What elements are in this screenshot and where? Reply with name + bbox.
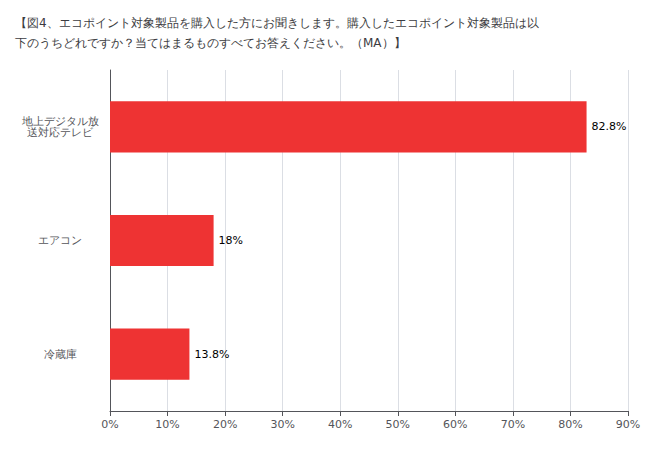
svg-text:30%: 30% [270, 418, 294, 431]
svg-text:70%: 70% [501, 418, 525, 431]
svg-text:【図4、エコポイント対象製品を購入した方にお聞きします。購入: 【図4、エコポイント対象製品を購入した方にお聞きします。購入したエコポイント対象… [15, 16, 539, 30]
svg-text:60%: 60% [443, 418, 467, 431]
svg-text:50%: 50% [386, 418, 410, 431]
svg-text:40%: 40% [328, 418, 352, 431]
svg-text:10%: 10% [155, 418, 179, 431]
svg-text:エアコン: エアコン [38, 234, 82, 247]
svg-text:13.8%: 13.8% [194, 348, 229, 361]
svg-text:80%: 80% [558, 418, 582, 431]
svg-text:地上デジタル放: 地上デジタル放 [21, 114, 99, 128]
svg-text:90%: 90% [616, 418, 640, 431]
svg-text:送対応テレビ: 送対応テレビ [27, 126, 94, 139]
svg-text:18%: 18% [219, 234, 243, 247]
svg-text:0%: 0% [101, 418, 118, 431]
svg-text:20%: 20% [213, 418, 237, 431]
svg-text:下のうちどれですか？当てはまるものすべてお答えください。（M: 下のうちどれですか？当てはまるものすべてお答えください。（MA）】 [15, 36, 406, 50]
svg-text:冷蔵庫: 冷蔵庫 [44, 348, 77, 361]
svg-text:82.8%: 82.8% [592, 120, 627, 133]
